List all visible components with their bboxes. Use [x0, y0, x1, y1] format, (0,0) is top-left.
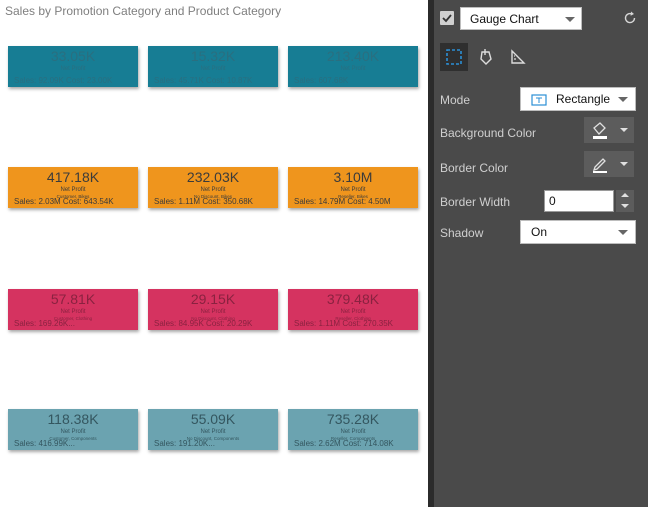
ruler-tab-icon [511, 49, 526, 64]
chevron-down-icon [618, 230, 628, 235]
tile-label: Net Profit [60, 66, 86, 72]
tile-footer: Sales: 1.11M Cost: 350.68K [154, 197, 254, 206]
mode-label: Mode [440, 93, 471, 107]
tile-value: 735.28K [326, 411, 380, 427]
border-color-label: Border Color [440, 161, 509, 175]
tile-footer: Sales: 2.03M Cost: 643.54K [14, 197, 114, 206]
gauge-tile[interactable]: 3.10M Net Profit Reseller, Bikes Sales: 14.… [288, 167, 418, 208]
gauge-tile[interactable]: 55.09K Net Profit No Discount, Components S… [148, 409, 278, 450]
tile-subtitle: No Discount, Components [186, 436, 240, 441]
chart-area: Sales by Promotion Category and Product … [5, 4, 418, 450]
rectangle-mode-icon [531, 94, 547, 106]
chevron-down-icon [565, 17, 575, 22]
tile-subtitle: Reseller, Clothing [335, 316, 371, 321]
gauge-tile[interactable]: 118.38K Net Profit Customer, Components Sal… [8, 409, 138, 450]
tile-label: Net Profit [340, 66, 366, 72]
tab-shape[interactable] [440, 43, 468, 71]
gauge-tile[interactable]: 213.40K Net Profit Sales: 607.68K [288, 46, 418, 87]
tile-label: Net Profit [340, 309, 366, 315]
properties-panel: Gauge Chart Mode Rectangle Background Co… [434, 0, 648, 507]
panel-separator [428, 0, 434, 507]
shadow-label: Shadow [440, 226, 484, 240]
paint-bucket-icon [593, 122, 607, 139]
chart-type-select[interactable]: Gauge Chart [460, 7, 582, 30]
tile-footer: Sales: 169.26K... [14, 319, 75, 328]
tab-ruler[interactable] [504, 43, 532, 71]
border-width-input[interactable]: 0 [544, 190, 614, 212]
tile-value: 57.81K [50, 291, 96, 307]
tile-label: Net Profit [200, 187, 226, 193]
tile-footer: Sales: 416.99K... [14, 439, 75, 448]
tile-value: 379.48K [326, 291, 380, 307]
gauge-tile[interactable]: 232.03K Net Profit No Discount, Bikes Sales… [148, 167, 278, 208]
tile-footer: Sales: 14.79M Cost: 4.50M [294, 197, 391, 206]
chevron-down-icon [620, 128, 628, 132]
border-color-button[interactable] [584, 151, 634, 177]
tile-subtitle: Customer, Clothing [53, 316, 93, 321]
tile-footer: Sales: 1.11M Cost: 270.35K [294, 319, 394, 328]
tile-footer: Sales: 92.09K Cost: 23.00K [14, 76, 113, 85]
enable-checkbox[interactable] [440, 11, 454, 25]
tab-fill[interactable] [472, 43, 500, 71]
tile-label: Net Profit [340, 429, 366, 435]
tile-subtitle: Reseller, Bikes [338, 194, 368, 199]
tile-subtitle: No Discount, Bikes [193, 194, 232, 199]
gauge-tile[interactable]: 57.81K Net Profit Customer, Clothing Sales:… [8, 289, 138, 330]
pen-icon [592, 158, 607, 173]
gauge-tile[interactable]: 29.15K Net Profit No Discount, Clothing Sal… [148, 289, 278, 330]
tile-subtitle: No Discount, Clothing [191, 316, 235, 321]
tile-value: 417.18K [46, 169, 100, 185]
gauge-tile[interactable]: 417.18K Net Profit Customer, Bikes Sales: 2… [8, 167, 138, 208]
tile-footer: Sales: 84.95K Cost: 20.29K [154, 319, 253, 328]
tile-subtitle: Reseller, Components [330, 436, 376, 441]
border-width-label: Border Width [440, 195, 511, 209]
tile-value: 33.05K [50, 48, 96, 64]
border-width-value: 0 [549, 194, 556, 208]
chart-title: Sales by Promotion Category and Product … [5, 4, 282, 18]
gauge-tile[interactable]: 379.48K Net Profit Reseller, Clothing Sales… [288, 289, 418, 330]
increment-icon[interactable] [621, 193, 629, 197]
gauge-tile[interactable]: 735.28K Net Profit Reseller, Components Sal… [288, 409, 418, 450]
border-width-stepper[interactable] [616, 190, 634, 212]
tile-value: 213.40K [326, 48, 380, 64]
tile-value: 15.32K [190, 48, 236, 64]
tile-label: Net Profit [200, 429, 226, 435]
chevron-down-icon [618, 97, 628, 102]
chevron-down-icon [620, 162, 628, 166]
tile-label: Net Profit [60, 429, 86, 435]
gauge-tile[interactable]: 15.32K Net Profit Sales: 45.71K Cost: 10.8… [148, 46, 278, 87]
tile-subtitle: Customer, Bikes [56, 194, 90, 199]
tile-label: Net Profit [200, 66, 226, 72]
tile-value: 55.09K [190, 411, 236, 427]
background-color-button[interactable] [584, 117, 634, 143]
decrement-icon[interactable] [621, 204, 629, 208]
tile-footer: Sales: 607.68K [294, 76, 349, 85]
gauge-tile[interactable]: 33.05K Net Profit Sales: 92.09K Cost: 23.0… [8, 46, 138, 87]
tile-label: Net Profit [60, 309, 86, 315]
tile-value: 232.03K [186, 169, 240, 185]
shape-tab-icon [446, 49, 462, 65]
tile-value: 29.15K [190, 291, 236, 307]
mode-value: Rectangle [556, 92, 611, 106]
shadow-select[interactable]: On [520, 220, 636, 244]
tile-value: 3.10M [333, 169, 373, 185]
tile-footer: Sales: 2.62M Cost: 714.08K [294, 439, 394, 448]
reset-icon[interactable] [623, 11, 637, 25]
checkbox-checked-icon [442, 14, 452, 23]
tile-footer: Sales: 191.20K... [154, 439, 215, 448]
tile-subtitle: Customer, Components [49, 436, 97, 441]
tile-label: Net Profit [340, 187, 366, 193]
chart-type-value: Gauge Chart [470, 12, 539, 26]
mode-select[interactable]: Rectangle [520, 87, 636, 111]
tile-label: Net Profit [60, 187, 86, 193]
fill-bucket-tab-icon [480, 49, 492, 65]
tile-footer: Sales: 45.71K Cost: 10.87K [154, 76, 253, 85]
tile-value: 118.38K [47, 411, 99, 427]
background-color-label: Background Color [440, 126, 537, 140]
shadow-value: On [531, 225, 548, 239]
tile-label: Net Profit [200, 309, 226, 315]
